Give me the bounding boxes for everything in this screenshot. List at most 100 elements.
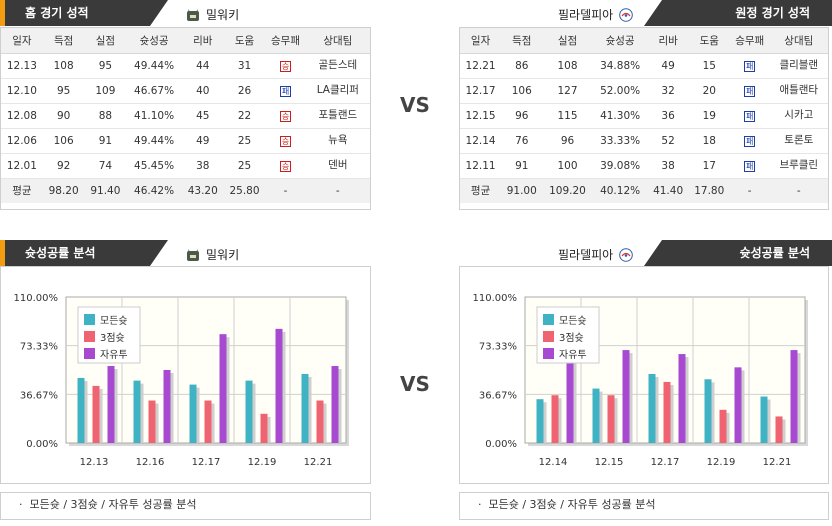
stat-cell: 46.67% — [126, 78, 182, 104]
stat-cell: 25 — [223, 128, 266, 154]
bar — [204, 400, 212, 443]
stat-cell: 41.10% — [126, 103, 182, 129]
stat-cell: 52 — [647, 128, 689, 154]
stat-cell: 38 — [181, 153, 224, 179]
opponent-cell: 골든스테 — [305, 53, 370, 79]
x-tick-label: 12.13 — [80, 457, 109, 468]
left-chart-tab: 슛성공률 분석 — [0, 240, 168, 266]
stat-cell: 15 — [688, 53, 730, 79]
result-cell: 승 — [265, 153, 306, 179]
stat-cell: 127 — [542, 78, 593, 104]
column-header: 득점 — [501, 28, 543, 54]
loss-badge: 패 — [744, 160, 756, 172]
stat-cell: 12.13 — [1, 53, 43, 79]
average-row: 평균 98.20 91.40 46.42% 43.20 25.80- - — [1, 178, 370, 203]
home-team-label: 밀워키 — [186, 6, 239, 23]
average-cell: 평균 — [1, 178, 43, 203]
stat-cell: 88 — [84, 103, 127, 129]
away-team-name: 필라델피아 — [558, 8, 614, 22]
table-row: 12.10 95 109 46.67% 40 26 패 LA클리퍼 — [1, 78, 370, 104]
stat-cell: 49 — [181, 128, 224, 154]
stat-cell: 26 — [223, 78, 266, 104]
table-row: 12.08 90 88 41.10% 45 22 승 포틀랜드 — [1, 103, 370, 129]
table-row: 12.13 108 95 49.44% 44 31 승 골든스테 — [1, 53, 370, 79]
y-tick-label: 0.00% — [485, 439, 517, 450]
stat-cell: 12.21 — [460, 53, 502, 79]
table-row: 12.06 106 91 49.44% 49 25 승 뉴욕 — [1, 128, 370, 154]
stat-cell: 91 — [84, 128, 127, 154]
right-footnote-text: 모든슛 / 3점슛 / 자유투 성공률 분석 — [488, 498, 656, 511]
stat-cell: 76 — [501, 128, 543, 154]
stat-cell: 36 — [647, 103, 689, 129]
x-tick-label: 12.19 — [707, 457, 736, 468]
bucks-logo-icon — [186, 8, 200, 22]
stat-cell: 12.17 — [460, 78, 502, 104]
average-cell: - — [769, 178, 828, 203]
bar — [719, 409, 727, 443]
stat-cell: 90 — [42, 103, 85, 129]
right-chart-tab: 슛성공률 분석 — [644, 240, 832, 266]
stat-cell: 109 — [84, 78, 127, 104]
stat-cell: 33.33% — [592, 128, 648, 154]
stat-cell: 91 — [501, 153, 543, 179]
legend-swatch — [84, 314, 95, 325]
stat-cell: 22 — [223, 103, 266, 129]
result-cell: 패 — [729, 128, 770, 154]
stat-cell: 12.14 — [460, 128, 502, 154]
result-cell: 패 — [729, 78, 770, 104]
loss-badge: 패 — [744, 85, 756, 97]
column-header: 실점 — [84, 28, 127, 54]
column-header: 리바 — [647, 28, 689, 54]
y-tick-label: 110.00% — [14, 293, 59, 304]
away-results-tab: 원정 경기 성적 — [644, 0, 832, 26]
left-chart-team-name: 밀워키 — [206, 248, 240, 262]
x-tick-label: 12.19 — [248, 457, 277, 468]
legend-swatch — [543, 314, 554, 325]
stat-cell: 18 — [688, 128, 730, 154]
bar — [260, 413, 268, 443]
win-badge: 승 — [280, 135, 291, 147]
right-chart-team-label: 필라델피아 — [558, 246, 634, 263]
average-cell: - — [265, 178, 306, 203]
opponent-cell: 덴버 — [305, 153, 370, 179]
opponent-cell: 브루클린 — [769, 153, 828, 179]
column-header: 승무패 — [265, 28, 306, 54]
opponent-cell: 포틀랜드 — [305, 103, 370, 129]
opponent-cell: 뉴욕 — [305, 128, 370, 154]
bar — [275, 328, 283, 443]
stat-cell: 12.08 — [1, 103, 43, 129]
stat-cell: 95 — [42, 78, 85, 104]
average-cell: 17.80 — [688, 178, 730, 203]
stat-cell: 49.44% — [126, 128, 182, 154]
left-chart-team-label: 밀워키 — [186, 246, 239, 263]
win-badge: 승 — [280, 160, 291, 172]
loss-badge: 패 — [744, 135, 756, 147]
average-cell: 46.42% — [126, 178, 182, 203]
legend-label: 모든슛 — [100, 315, 128, 327]
stat-cell: 49.44% — [126, 53, 182, 79]
average-cell: 25.80 — [223, 178, 266, 203]
y-tick-label: 36.67% — [20, 390, 58, 401]
vs-label-top: VS — [400, 93, 430, 117]
average-cell: 109.20 — [542, 178, 593, 203]
stat-cell: 106 — [501, 78, 543, 104]
bar — [301, 373, 309, 443]
stat-cell: 17 — [688, 153, 730, 179]
average-cell: 41.40 — [647, 178, 689, 203]
column-header: 슛성공 — [592, 28, 648, 54]
opponent-cell: LA클리퍼 — [305, 78, 370, 104]
average-cell: 91.00 — [501, 178, 543, 203]
bar — [316, 400, 324, 443]
table-row: 12.01 92 74 45.45% 38 25 승 덴버 — [1, 153, 370, 179]
y-tick-label: 73.33% — [479, 342, 517, 353]
stat-cell: 45 — [181, 103, 224, 129]
bar — [607, 395, 615, 443]
stat-cell: 12.11 — [460, 153, 502, 179]
stat-cell: 31 — [223, 53, 266, 79]
x-tick-label: 12.15 — [595, 457, 624, 468]
average-cell: 평균 — [460, 178, 502, 203]
legend-swatch — [543, 348, 554, 359]
stat-cell: 34.88% — [592, 53, 648, 79]
y-tick-label: 110.00% — [473, 293, 518, 304]
result-cell: 패 — [729, 53, 770, 79]
